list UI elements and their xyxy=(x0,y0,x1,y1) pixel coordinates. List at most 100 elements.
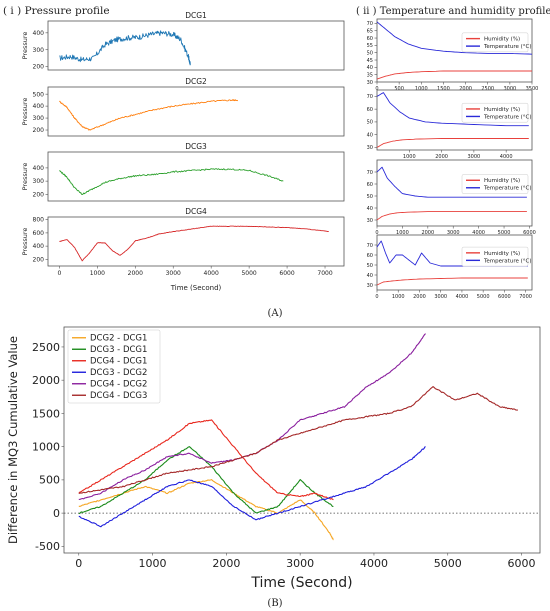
series-line-temperature-c xyxy=(376,166,527,198)
x-tick-label: 7000 xyxy=(317,270,332,277)
y-tick-label: 60 xyxy=(367,253,373,259)
legend-label: DCG3 - DCG2 xyxy=(90,368,147,378)
legend-label: Temperature (°C) xyxy=(483,114,531,120)
y-tick-label: 200 xyxy=(33,64,45,71)
x-tick-label: 4000 xyxy=(360,557,388,570)
subplot-title: DCG4 xyxy=(185,207,207,216)
x-tick-label: 3000 xyxy=(503,86,516,92)
y-tick-label: 300 xyxy=(33,115,45,122)
x-tick-label: 1000 xyxy=(396,230,409,236)
series-line-dcg1 xyxy=(59,30,191,66)
pressure-profile-title: ( i ) Pressure profile xyxy=(3,5,110,17)
series-line-dcg2 xyxy=(59,99,239,131)
y-tick-label: 400 xyxy=(33,30,45,37)
series-line-dcg4 xyxy=(59,225,329,262)
subplot-title: DCG2 xyxy=(185,77,207,86)
legend-box xyxy=(461,174,529,194)
y-tick-label: 45 xyxy=(367,58,373,64)
y-tick-label: 60 xyxy=(367,107,373,113)
y-tick-label: 70 xyxy=(367,243,373,249)
x-tick-label: 2000 xyxy=(128,270,143,277)
x-tick-label: 3000 xyxy=(434,294,447,300)
legend-label: DCG4 - DCG1 xyxy=(90,357,147,367)
y-tick-label: 30 xyxy=(367,218,373,224)
y-axis-label: Pressure xyxy=(21,98,29,126)
y-tick-label: 200 xyxy=(33,256,45,263)
x-tick-label: 1000 xyxy=(90,270,105,277)
series-line-temperature-c xyxy=(376,21,533,55)
plot-frame xyxy=(47,151,345,202)
subplot-title: DCG3 xyxy=(185,142,207,151)
legend-box xyxy=(67,329,161,404)
series-line-humidity xyxy=(376,277,528,286)
x-tick-label: 5000 xyxy=(241,270,256,277)
series-line-dcg2-dcg1 xyxy=(78,479,334,541)
y-tick-label: 70 xyxy=(367,170,373,176)
y-tick-label: 0 xyxy=(53,507,60,520)
legend-label: DCG2 - DCG1 xyxy=(90,334,147,344)
y-tick-label: 50 xyxy=(367,263,373,269)
x-tick-label: 7000 xyxy=(519,294,532,300)
x-tick-label: 0 xyxy=(375,294,378,300)
plot-frame xyxy=(47,86,345,137)
x-tick-label: 5000 xyxy=(498,230,511,236)
series-line-humidity xyxy=(376,70,532,80)
y-tick-label: 65 xyxy=(367,28,373,34)
x-tick-label: 1000 xyxy=(139,557,167,570)
y-tick-label: 1000 xyxy=(32,440,60,453)
legend-label: Humidity (%) xyxy=(484,37,520,43)
plot-frame xyxy=(47,20,345,71)
chart-3: 200 300 400 DCG3 Pressure xyxy=(21,142,345,202)
y-tick-label: 400 xyxy=(33,103,45,110)
y-tick-label: 60 xyxy=(367,36,373,42)
y-tick-label: 40 xyxy=(367,65,373,71)
plot-frame xyxy=(47,216,345,267)
y-tick-label: 40 xyxy=(367,132,373,138)
x-tick-label: 2000 xyxy=(435,154,448,160)
x-tick-label: 0 xyxy=(375,230,378,236)
x-tick-label: 4000 xyxy=(500,154,513,160)
panel-b-label: (B) xyxy=(267,598,282,609)
series-line-dcg3 xyxy=(59,168,284,196)
y-tick-label: 400 xyxy=(33,165,45,172)
legend-label: Temperature (°C) xyxy=(483,44,531,50)
y-tick-label: 55 xyxy=(367,43,373,49)
chart-4: 200 400 600 800 0 1000 2000 3000 4000 5000 6000 700… xyxy=(21,207,345,292)
x-tick-label: 3000 xyxy=(468,154,481,160)
series-line-dcg4-dcg3 xyxy=(78,386,518,495)
x-axis-label: Time (Second) xyxy=(170,284,222,292)
x-tick-label: 5000 xyxy=(434,557,462,570)
y-tick-label: 40 xyxy=(367,273,373,279)
x-tick-label: 2000 xyxy=(421,230,434,236)
chart-6: 30 40 50 60 70 1000 2000 3000 4000 Humidity (%)Te… xyxy=(367,89,533,160)
x-tick-label: 6000 xyxy=(508,557,536,570)
y-tick-label: 50 xyxy=(367,50,373,56)
legend-label: Humidity (%) xyxy=(484,107,520,113)
legend-label: DCG4 - DCG2 xyxy=(90,380,147,390)
y-tick-label: 800 xyxy=(33,217,45,224)
chart-9: -500 0 500 1000 1500 2000 2500 0 1000 2000 3000 400… xyxy=(6,326,541,591)
x-tick-label: 2000 xyxy=(212,557,240,570)
y-tick-label: -500 xyxy=(35,540,60,553)
x-tick-label: 0 xyxy=(57,270,61,277)
legend-label: DCG4 - DCG3 xyxy=(90,391,147,401)
y-axis-label: Pressure xyxy=(21,228,29,256)
x-tick-label: 1500 xyxy=(437,86,450,92)
x-tick-label: 3000 xyxy=(286,557,314,570)
y-tick-label: 60 xyxy=(367,182,373,188)
chart-2: 200 300 400 500 DCG2 Pressure xyxy=(21,77,345,137)
x-tick-label: 6000 xyxy=(498,294,511,300)
x-axis-label: Time (Second) xyxy=(250,575,352,591)
legend-box xyxy=(461,102,529,123)
legend-label: Humidity (%) xyxy=(484,178,520,184)
x-tick-label: 1000 xyxy=(392,294,405,300)
chart-1: 200 300 400 DCG1 Pressure xyxy=(21,11,345,71)
x-tick-label: 6000 xyxy=(279,270,294,277)
x-tick-label: 6000 xyxy=(523,230,536,236)
x-tick-label: 0 xyxy=(375,86,378,92)
y-tick-label: 500 xyxy=(39,474,60,487)
legend-box xyxy=(461,32,529,53)
y-tick-label: 35 xyxy=(367,72,373,78)
y-tick-label: 200 xyxy=(33,127,45,134)
